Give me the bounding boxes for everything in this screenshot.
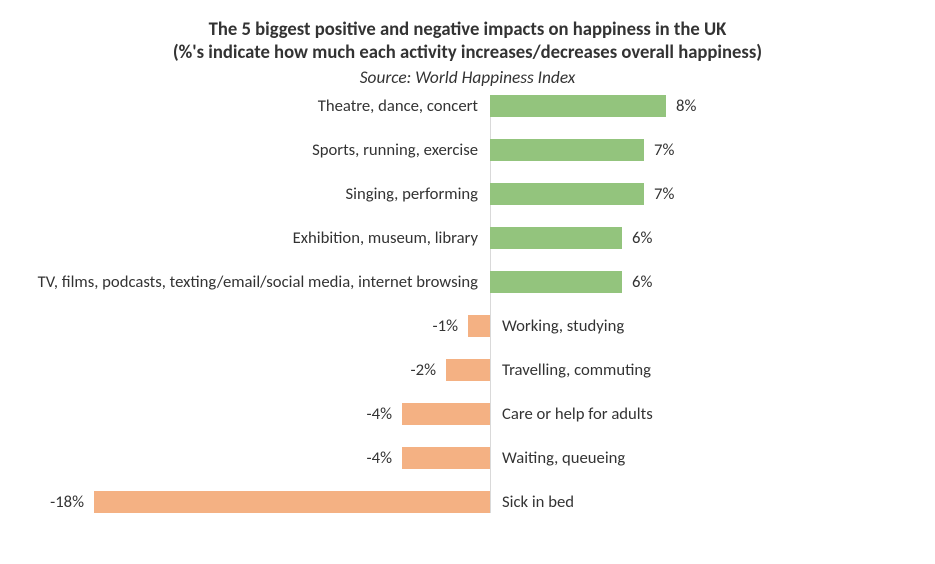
bar-negative [446, 359, 490, 381]
value-label: -4% [367, 448, 392, 468]
bar-row: Care or help for adults -4% [60, 403, 880, 425]
bar-negative [402, 447, 490, 469]
plot-area: Theatre, dance, concert 8% Sports, running… [60, 95, 880, 545]
value-label: 6% [632, 272, 652, 292]
bar-row: Exhibition, museum, library 6% [60, 227, 880, 249]
bar-positive [490, 227, 622, 249]
bar-row: Singing, performing 7% [60, 183, 880, 205]
value-label: -18% [50, 492, 84, 512]
bar-row: Travelling, commuting -2% [60, 359, 880, 381]
bar-negative [468, 315, 490, 337]
title-line-1: The 5 biggest positive and negative impa… [0, 18, 935, 41]
bar-negative [402, 403, 490, 425]
bar-negative [94, 491, 490, 513]
category-label: Theatre, dance, concert [318, 96, 478, 116]
bar-row: TV, films, podcasts, texting/email/socia… [60, 271, 880, 293]
bar-row: Theatre, dance, concert 8% [60, 95, 880, 117]
category-label: Singing, performing [346, 184, 478, 204]
bar-positive [490, 139, 644, 161]
bar-positive [490, 95, 666, 117]
bar-row: Working, studying -1% [60, 315, 880, 337]
value-label: 8% [676, 96, 696, 116]
source-line: Source: World Happiness Index [0, 67, 935, 89]
title-line-2: (%'s indicate how much each activity inc… [0, 41, 935, 64]
category-label: Exhibition, museum, library [293, 228, 478, 248]
bar-row: Sick in bed-18% [60, 491, 880, 513]
category-label: Sports, running, exercise [312, 140, 478, 160]
value-label: -2% [411, 360, 436, 380]
happiness-chart: The 5 biggest positive and negative impa… [0, 0, 935, 564]
category-label: Waiting, queueing [502, 448, 625, 468]
bar-positive [490, 183, 644, 205]
value-label: 6% [632, 228, 652, 248]
title-block: The 5 biggest positive and negative impa… [0, 18, 935, 88]
value-label: 7% [654, 140, 674, 160]
category-label: Care or help for adults [502, 404, 653, 424]
category-label: Sick in bed [502, 492, 574, 512]
bar-row: Waiting, queueing -4% [60, 447, 880, 469]
value-label: -4% [367, 404, 392, 424]
category-label: Working, studying [502, 316, 624, 336]
category-label: TV, films, podcasts, texting/email/socia… [38, 272, 478, 292]
value-label: -1% [433, 316, 458, 336]
category-label: Travelling, commuting [502, 360, 651, 380]
value-label: 7% [654, 184, 674, 204]
bar-positive [490, 271, 622, 293]
bar-row: Sports, running, exercise 7% [60, 139, 880, 161]
